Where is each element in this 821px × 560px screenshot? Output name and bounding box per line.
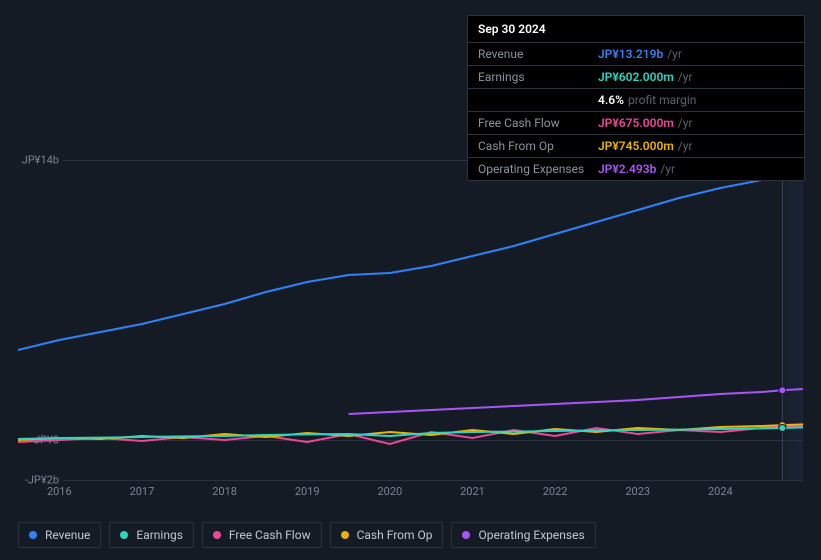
legend: Revenue Earnings Free Cash Flow Cash From O… (18, 522, 596, 548)
legend-item-operating-expenses[interactable]: Operating Expenses (451, 522, 595, 548)
legend-label: Operating Expenses (478, 528, 584, 542)
x-axis-label: 2018 (212, 485, 237, 498)
tooltip-row-value: JP¥602.000m (598, 70, 674, 84)
tooltip-row-value: JP¥745.000m (598, 139, 674, 153)
legend-item-cash-from-op[interactable]: Cash From Op (330, 522, 444, 548)
gridline (18, 480, 803, 481)
legend-dot (341, 531, 349, 539)
tooltip-row: Free Cash FlowJP¥675.000m /yr (468, 112, 804, 135)
tooltip-row-label (478, 93, 598, 107)
legend-dot (29, 531, 37, 539)
tooltip-row-label: Revenue (478, 47, 598, 61)
tooltip-row-label: Free Cash Flow (478, 116, 598, 130)
tooltip-row-unit: /yr (678, 139, 693, 153)
legend-item-earnings[interactable]: Earnings (109, 522, 194, 548)
legend-dot (213, 531, 221, 539)
legend-item-free-cash-flow[interactable]: Free Cash Flow (202, 522, 322, 548)
hover-tooltip: Sep 30 2024 RevenueJP¥13.219b /yrEarning… (467, 15, 805, 181)
legend-label: Revenue (45, 528, 90, 542)
tooltip-row: Operating ExpensesJP¥2.493b /yr (468, 158, 804, 180)
tooltip-row: EarningsJP¥602.000m /yr (468, 66, 804, 89)
tooltip-row-value: JP¥13.219b (598, 47, 663, 61)
legend-item-revenue[interactable]: Revenue (18, 522, 101, 548)
legend-label: Free Cash Flow (229, 528, 311, 542)
x-axis-label: 2016 (47, 485, 72, 498)
tooltip-rows: RevenueJP¥13.219b /yrEarningsJP¥602.000m… (468, 43, 804, 180)
tooltip-row-unit: /yr (678, 70, 693, 84)
legend-label: Cash From Op (357, 528, 433, 542)
series-revenue (18, 168, 803, 350)
tooltip-row: Cash From OpJP¥745.000m /yr (468, 135, 804, 158)
tooltip-row: 4.6% profit margin (468, 89, 804, 112)
x-axis-label: 2024 (708, 485, 733, 498)
chart-area[interactable]: JP¥14bJP¥0-JP¥2b (18, 160, 803, 480)
tooltip-row-label: Cash From Op (478, 139, 598, 153)
tooltip-row-value: JP¥675.000m (598, 116, 674, 130)
x-axis-label: 2017 (130, 485, 155, 498)
tooltip-row-unit: /yr (660, 162, 675, 176)
series-revenue (18, 168, 803, 350)
tooltip-row: RevenueJP¥13.219b /yr (468, 43, 804, 66)
x-axis-label: 2021 (460, 485, 485, 498)
legend-dot (462, 531, 470, 539)
tooltip-row-unit: /yr (667, 47, 682, 61)
legend-dot (120, 531, 128, 539)
legend-label: Earnings (136, 528, 183, 542)
series-operating-expenses (349, 389, 803, 414)
series-dot (779, 424, 786, 431)
series-dot (779, 387, 786, 394)
tooltip-date: Sep 30 2024 (468, 16, 804, 43)
tooltip-row-value: JP¥2.493b (598, 162, 656, 176)
x-axis-label: 2022 (543, 485, 568, 498)
tooltip-row-label: Earnings (478, 70, 598, 84)
chart-svg (18, 160, 803, 480)
tooltip-row-value: 4.6% (598, 93, 624, 107)
tooltip-row-label: Operating Expenses (478, 162, 598, 176)
x-axis-label: 2023 (625, 485, 650, 498)
x-axis-label: 2020 (377, 485, 402, 498)
tooltip-row-unit: profit margin (628, 93, 696, 107)
tooltip-row-unit: /yr (678, 116, 693, 130)
x-axis-label: 2019 (295, 485, 320, 498)
